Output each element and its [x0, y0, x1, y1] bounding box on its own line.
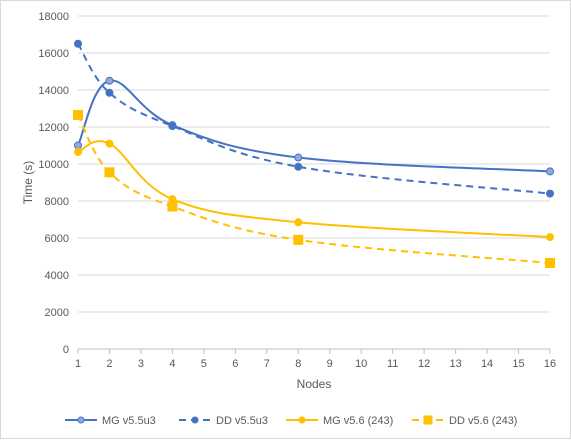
legend-label: DD v5.5u3	[216, 415, 268, 427]
x-tick-label: 10	[355, 358, 367, 370]
series-dd-v5-5u3	[74, 39, 554, 198]
x-tick-label: 2	[106, 358, 112, 370]
legend-label: MG v5.6 (243)	[323, 415, 393, 427]
axes	[77, 348, 551, 354]
x-tick-label: 5	[201, 358, 207, 370]
data-point	[546, 189, 554, 198]
series-mg-v5-6-243-	[74, 139, 554, 242]
data-point	[105, 76, 114, 85]
y-tick-label: 4000	[45, 270, 69, 282]
y-tick-label: 18000	[38, 11, 69, 23]
legend-swatch-marker	[423, 415, 433, 425]
data-point	[104, 167, 115, 178]
x-tick-label: 4	[169, 358, 175, 370]
data-point	[168, 122, 177, 131]
y-tick-label: 6000	[45, 233, 69, 245]
legend: MG v5.5u3 DD v5.5u3 MG v5.6 (243) DD v5.6 (…	[65, 415, 517, 427]
data-point	[167, 201, 178, 212]
data-point	[545, 257, 555, 268]
legend-label: DD v5.6 (243)	[449, 415, 517, 427]
data-point	[294, 218, 303, 227]
x-tick-label: 7	[264, 358, 270, 370]
gridlines	[78, 15, 550, 313]
data-point	[74, 141, 82, 150]
data-point	[74, 39, 82, 48]
series-line	[77, 43, 551, 195]
data-point	[546, 167, 554, 176]
legend-entry: MG v5.6 (243)	[286, 415, 393, 427]
x-tick-label: 11	[387, 358, 398, 370]
x-tick-label: 6	[232, 358, 238, 370]
y-tick-label: 0	[63, 344, 69, 356]
tick-labels: 0 2000 4000 6000 8000 10000 12000 14000 16000 180…	[38, 11, 556, 370]
data-point	[105, 88, 114, 97]
series-line	[77, 79, 551, 173]
series-line	[77, 140, 551, 239]
x-tick-label: 1	[75, 358, 81, 370]
series-line	[77, 114, 551, 264]
data-point	[294, 162, 303, 171]
x-tick-label: 14	[481, 358, 493, 370]
legend-entry: DD v5.6 (243)	[412, 415, 517, 427]
legend-swatch-marker	[298, 416, 306, 424]
legend-swatch-marker	[77, 416, 85, 424]
series-layer	[73, 39, 555, 268]
x-tick-label: 13	[449, 358, 461, 370]
data-point	[73, 109, 83, 120]
legend-label: MG v5.5u3	[102, 415, 156, 427]
series-mg-v5-5u3	[74, 76, 554, 176]
y-tick-label: 12000	[38, 122, 69, 134]
y-tick-label: 8000	[45, 196, 69, 208]
y-tick-label: 2000	[45, 307, 69, 319]
x-tick-label: 12	[418, 358, 430, 370]
y-tick-label: 10000	[38, 159, 69, 171]
x-tick-label: 8	[295, 358, 301, 370]
data-point	[546, 233, 554, 242]
y-tick-label: 16000	[38, 48, 69, 60]
legend-entry: MG v5.5u3	[65, 415, 156, 427]
legend-entry: DD v5.5u3	[179, 415, 268, 427]
data-point	[105, 139, 114, 148]
x-tick-label: 15	[512, 358, 524, 370]
y-tick-label: 14000	[38, 85, 69, 97]
data-point	[74, 147, 82, 156]
data-point	[294, 153, 303, 162]
series-dd-v5-6-243-	[73, 109, 555, 268]
x-tick-label: 9	[327, 358, 333, 370]
x-axis-title: Nodes	[297, 377, 332, 391]
data-point	[293, 234, 304, 245]
y-axis-title: Time (s)	[21, 161, 35, 205]
x-tick-label: 3	[138, 358, 144, 370]
x-tick-label: 16	[544, 358, 556, 370]
legend-swatch-marker	[191, 416, 199, 424]
